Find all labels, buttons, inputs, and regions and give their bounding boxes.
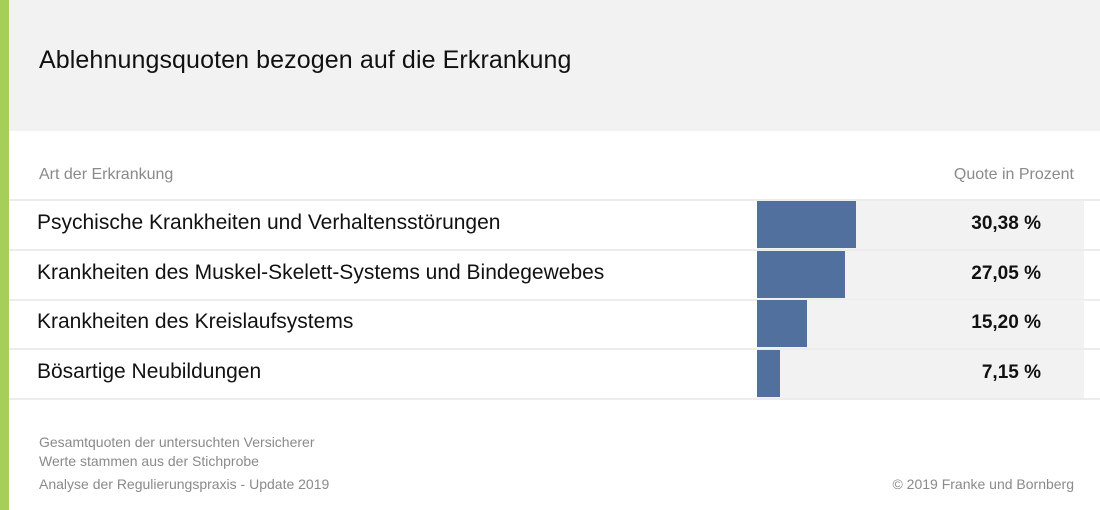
bar-category-label: Krankheiten des Kreislaufsystems — [37, 310, 354, 333]
bar-category-label: Bösartige Neubildungen — [37, 360, 262, 383]
bar-value-label: 7,15 % — [981, 362, 1041, 383]
bar-row: Psychische Krankheiten und Verhaltensstö… — [9, 201, 1100, 250]
bar — [757, 350, 780, 397]
copyright-note: © 2019 Franke und Bornberg — [892, 476, 1074, 492]
bar-category-label: Psychische Krankheiten und Verhaltensstö… — [37, 211, 501, 234]
source-note: Analyse der Regulierungspraxis - Update … — [39, 476, 330, 492]
bar-category-label: Krankheiten des Muskel-Skelett-Systems u… — [37, 261, 605, 284]
bar-track: 15,20 % — [757, 300, 1084, 349]
bar-track: 27,05 % — [757, 251, 1084, 300]
row-divider — [9, 249, 1100, 251]
bar-row: Bösartige Neubildungen 7,15 % — [9, 350, 1100, 399]
header-panel — [9, 0, 1100, 131]
row-divider — [9, 398, 1100, 400]
bar-row: Krankheiten des Kreislaufsystems 15,20 % — [9, 300, 1100, 349]
row-divider — [9, 348, 1100, 350]
bar — [757, 201, 856, 248]
row-divider — [9, 199, 1100, 201]
bar-value-label: 27,05 % — [971, 263, 1041, 284]
footnote-total-rates: Gesamtquoten der untersuchten Versichere… — [39, 434, 315, 450]
bar-value-label: 30,38 % — [971, 213, 1041, 234]
column-header-value: Quote in Prozent — [953, 166, 1074, 183]
bar-track: 30,38 % — [757, 201, 1084, 250]
bar-value-label: 15,20 % — [971, 312, 1041, 333]
footnote-sample: Werte stammen aus der Stichprobe — [39, 453, 259, 469]
chart-title: Ablehnungsquoten bezogen auf die Erkrank… — [39, 46, 572, 74]
bar-row: Krankheiten des Muskel-Skelett-Systems u… — [9, 251, 1100, 300]
bar-track: 7,15 % — [757, 350, 1084, 399]
column-header-category: Art der Erkrankung — [39, 166, 174, 183]
row-divider — [9, 299, 1100, 301]
accent-stripe — [0, 0, 9, 510]
bar — [757, 251, 845, 298]
bar — [757, 300, 807, 347]
